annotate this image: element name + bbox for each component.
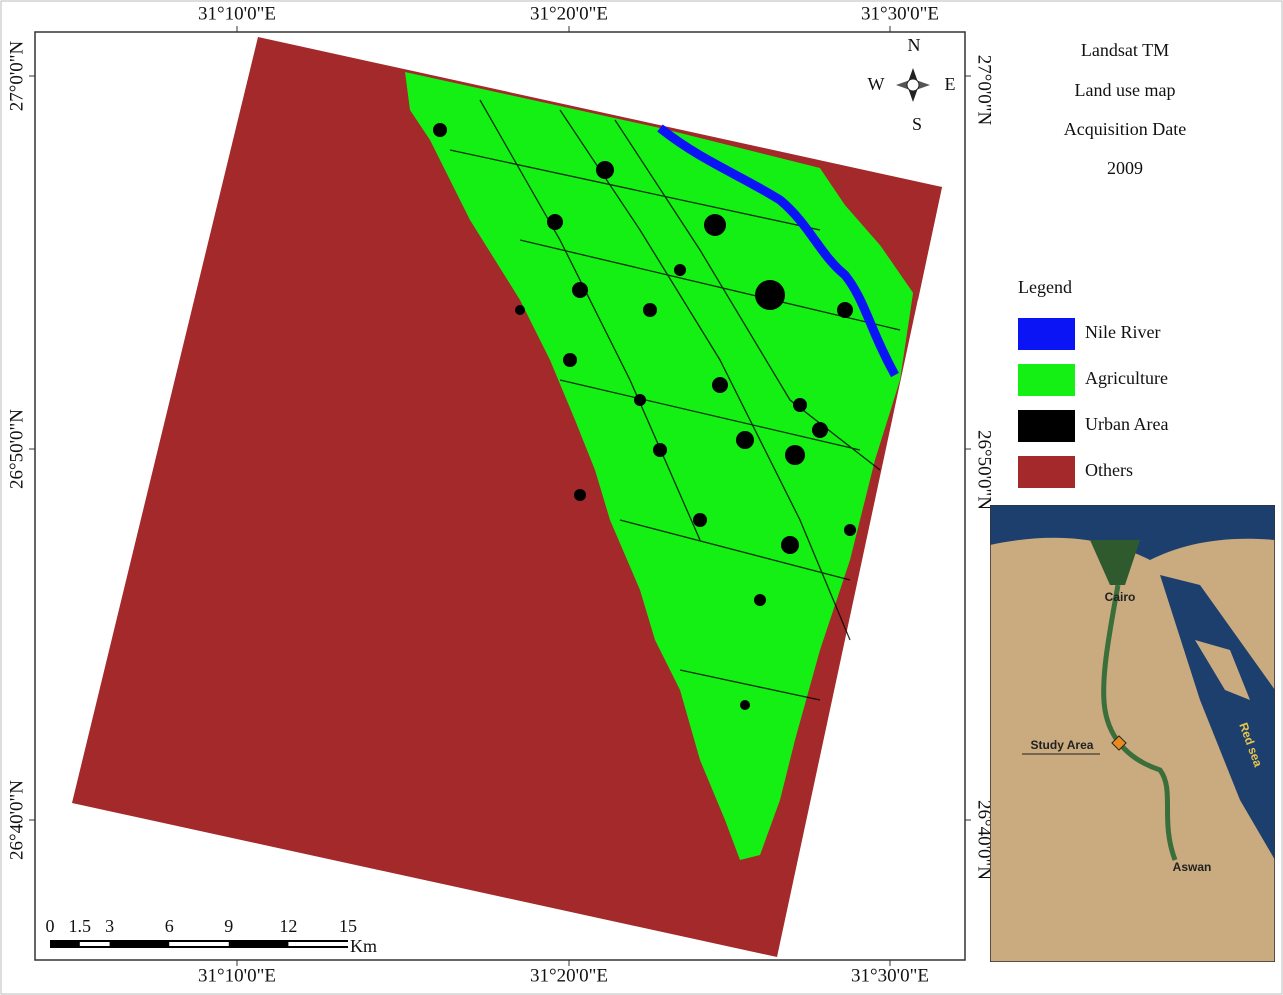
longitude-label: 31°20'0"E bbox=[530, 965, 608, 986]
urban-areas bbox=[433, 123, 856, 710]
latitude-label: 26°50'0"N bbox=[6, 409, 27, 489]
inset-label: Aswan bbox=[1173, 860, 1212, 874]
scale-tick-label: 9 bbox=[224, 916, 233, 936]
scale-tick-label: 0 bbox=[46, 916, 55, 936]
scale-tick-label: 15 bbox=[339, 916, 357, 936]
longitude-label: 31°10'0"E bbox=[198, 965, 276, 986]
compass-south: S bbox=[912, 114, 922, 134]
info-text: 2009 bbox=[1107, 158, 1143, 178]
graticule-ticks bbox=[29, 26, 971, 966]
compass-north: N bbox=[908, 35, 921, 55]
scale-bar-segment bbox=[169, 942, 229, 946]
compass: N E S W bbox=[868, 35, 956, 134]
nile-river bbox=[657, 124, 899, 378]
latitude-label: 26°50'0"N bbox=[974, 430, 995, 510]
others-area bbox=[820, 168, 942, 300]
compass-east: E bbox=[945, 74, 956, 94]
legend-title: Legend bbox=[1018, 277, 1072, 297]
scale-tick-label: 12 bbox=[279, 916, 297, 936]
longitude-label: 31°20'0"E bbox=[530, 3, 608, 24]
scale-tick-label: 3 bbox=[105, 916, 114, 936]
legend-swatch bbox=[1018, 318, 1075, 350]
inset-label: Cairo bbox=[1105, 590, 1136, 604]
latitude-label: 26°40'0"N bbox=[6, 780, 27, 860]
legend-label: Urban Area bbox=[1085, 414, 1168, 434]
scale-tick-label: 1.5 bbox=[69, 916, 92, 936]
scale-bar-segment bbox=[288, 942, 348, 946]
longitude-label: 31°30'0"E bbox=[861, 3, 939, 24]
inset-label: Study Area bbox=[1031, 738, 1094, 752]
legend: Nile River Agriculture Urban Area Others bbox=[1018, 318, 1168, 488]
compass-west: W bbox=[868, 74, 885, 94]
agriculture-area bbox=[405, 72, 915, 860]
latitude-label: 27°0'0"N bbox=[974, 55, 995, 126]
land-use-map bbox=[72, 37, 942, 957]
info-text: Land use map bbox=[1075, 80, 1176, 100]
info-text: Landsat TM bbox=[1081, 40, 1169, 60]
longitude-label: 31°30'0"E bbox=[851, 965, 929, 986]
legend-label: Others bbox=[1085, 460, 1133, 480]
latitude-label: 26°40'0"N bbox=[974, 800, 995, 880]
longitude-label: 31°10'0"E bbox=[198, 3, 276, 24]
legend-swatch bbox=[1018, 456, 1075, 488]
inset-map: Cairo Study Area Red sea Aswan bbox=[990, 505, 1275, 962]
legend-label: Nile River bbox=[1085, 322, 1160, 342]
latitude-label: 27°0'0"N bbox=[6, 40, 27, 111]
info-text: Acquisition Date bbox=[1064, 119, 1186, 139]
scale-unit: Km bbox=[350, 936, 377, 956]
scale-tick-label: 6 bbox=[165, 916, 174, 936]
legend-swatch bbox=[1018, 410, 1075, 442]
scale-bar-segment bbox=[79, 942, 110, 946]
roads-canals bbox=[449, 99, 901, 701]
legend-swatch bbox=[1018, 364, 1075, 396]
legend-label: Agriculture bbox=[1085, 368, 1168, 388]
